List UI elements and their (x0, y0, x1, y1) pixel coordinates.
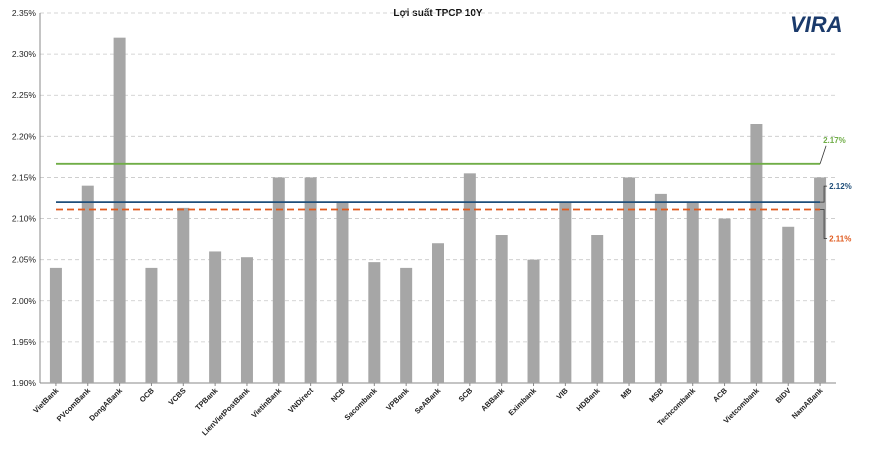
bar (559, 202, 572, 383)
y-tick-label: 1.95% (12, 337, 37, 347)
bar (527, 259, 540, 383)
bar (240, 257, 253, 383)
callout-leader (820, 185, 828, 203)
bar (654, 193, 667, 383)
reference-label: 2.12% (829, 182, 852, 191)
callout-leader (820, 209, 828, 239)
bar (782, 226, 795, 383)
bar (432, 243, 444, 383)
bar (750, 124, 763, 383)
bar (591, 235, 604, 383)
bar (495, 235, 508, 383)
reference-lines: 2.17% 2.12% 2.11% (56, 136, 852, 244)
y-tick-labels: 1.90% 1.95% 2.00% 2.05% 2.10% 2.15% 2.20% 2.25%… (12, 8, 37, 388)
vira-logo: VIRA (790, 12, 843, 37)
y-tick-label: 1.90% (12, 378, 37, 388)
y-tick-label: 2.35% (12, 8, 37, 18)
y-tick-label: 2.00% (12, 296, 37, 306)
bar (209, 251, 222, 383)
bar (177, 207, 190, 383)
y-tick-label: 2.15% (12, 172, 37, 182)
reference-label: 2.11% (829, 235, 851, 244)
bar (272, 177, 285, 383)
bar (145, 267, 158, 383)
y-tick-label: 2.25% (12, 90, 37, 100)
y-tick-label: 2.05% (12, 255, 37, 265)
y-tick-label: 2.30% (12, 49, 37, 59)
bar (368, 262, 381, 383)
y-tick-label: 2.10% (12, 214, 37, 224)
bar (686, 202, 699, 383)
bar (463, 173, 476, 383)
reference-label: 2.17% (823, 136, 846, 145)
logo-text: VIRA (790, 12, 843, 37)
bar (81, 185, 94, 383)
bar (49, 267, 62, 383)
bar (623, 177, 636, 383)
chart-title: Lợi suất TPCP 10Y (393, 7, 483, 19)
bars (49, 37, 827, 384)
bar (814, 177, 827, 383)
callout-leader (819, 145, 827, 164)
bar (113, 37, 126, 384)
bar (304, 177, 317, 383)
y-tick-label: 2.20% (12, 131, 37, 141)
bar (400, 267, 413, 383)
bar (718, 218, 731, 383)
bar (336, 202, 349, 383)
